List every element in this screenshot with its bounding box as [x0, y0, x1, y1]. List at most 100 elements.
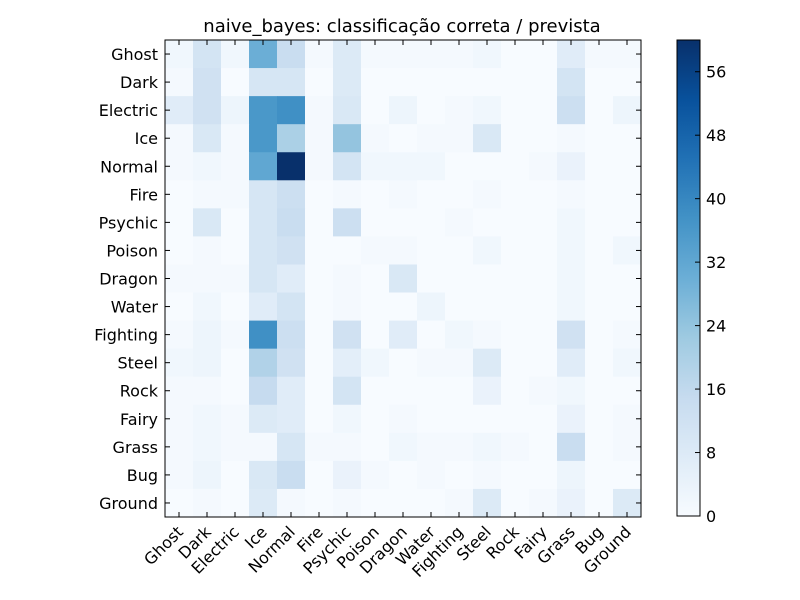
cell-ice-electric: [221, 124, 250, 153]
cell-dark-dark: [193, 68, 222, 97]
cell-fire-dragon: [389, 180, 418, 209]
cell-normal-rock: [501, 152, 530, 181]
cell-ice-normal: [277, 124, 306, 153]
cell-ice-fighting: [445, 124, 474, 153]
y-tick-label-steel: Steel: [117, 354, 158, 373]
cell-electric-dragon: [389, 96, 418, 125]
cell-dark-water: [417, 68, 446, 97]
cell-dark-poison: [361, 68, 390, 97]
colorbar-tick-label-32: 32: [706, 253, 726, 272]
heatmap-cells: [165, 40, 642, 518]
cell-grass-water: [417, 432, 446, 462]
cell-bug-normal: [277, 460, 306, 490]
cell-steel-fire: [305, 348, 334, 378]
cell-dark-fairy: [529, 68, 558, 97]
cell-poison-rock: [501, 236, 530, 265]
cell-bug-bug: [585, 460, 614, 490]
cell-dragon-dragon: [389, 264, 418, 293]
cell-fire-water: [417, 180, 446, 209]
cell-electric-psychic: [333, 96, 362, 125]
cell-dark-grass: [557, 68, 586, 97]
cell-fighting-dragon: [389, 320, 418, 350]
cell-electric-fairy: [529, 96, 558, 125]
cell-fairy-bug: [585, 404, 614, 434]
cell-bug-fairy: [529, 460, 558, 490]
cell-bug-water: [417, 460, 446, 490]
cell-steel-electric: [221, 348, 250, 378]
cell-fire-normal: [277, 180, 306, 209]
y-axis-ticks: Ghost Dark Electric Ice Normal Fire Psychic Poi…: [94, 45, 641, 513]
cell-electric-electric: [221, 96, 250, 125]
colorbar-tick-label-48: 48: [706, 126, 726, 145]
colorbar-tick-label-0: 0: [706, 507, 716, 526]
cell-electric-poison: [361, 96, 390, 125]
cell-rock-normal: [277, 376, 306, 406]
cell-fire-grass: [557, 180, 586, 209]
cell-dark-normal: [277, 68, 306, 97]
cell-psychic-bug: [585, 208, 614, 237]
y-tick-label-dark: Dark: [120, 73, 159, 92]
cell-electric-fire: [305, 96, 334, 125]
cell-steel-fairy: [529, 348, 558, 378]
cell-fighting-bug: [585, 320, 614, 350]
cell-bug-grass: [557, 460, 586, 490]
cell-fairy-poison: [361, 404, 390, 434]
cell-psychic-normal: [277, 208, 306, 237]
cell-poison-fairy: [529, 236, 558, 265]
cell-fighting-fairy: [529, 320, 558, 350]
cell-steel-water: [417, 348, 446, 378]
cell-psychic-electric: [221, 208, 250, 237]
cell-steel-steel: [473, 348, 502, 378]
cell-dark-dragon: [389, 68, 418, 97]
cell-grass-poison: [361, 432, 390, 462]
cell-rock-electric: [221, 376, 250, 406]
cell-electric-fighting: [445, 96, 474, 125]
y-tick-label-electric: Electric: [99, 101, 158, 120]
cell-steel-fighting: [445, 348, 474, 378]
cell-rock-steel: [473, 376, 502, 406]
cell-rock-psychic: [333, 376, 362, 406]
cell-fire-fire: [305, 180, 334, 209]
cell-normal-steel: [473, 152, 502, 181]
cell-fighting-fighting: [445, 320, 474, 350]
cell-steel-bug: [585, 348, 614, 378]
cell-fairy-normal: [277, 404, 306, 434]
cell-ice-grass: [557, 124, 586, 153]
cell-fire-dark: [193, 180, 222, 209]
cell-water-fighting: [445, 292, 474, 321]
cell-water-psychic: [333, 292, 362, 321]
cell-water-electric: [221, 292, 250, 321]
y-tick-label-fighting: Fighting: [94, 326, 158, 345]
cell-water-rock: [501, 292, 530, 321]
cell-water-dragon: [389, 292, 418, 321]
cell-fairy-steel: [473, 404, 502, 434]
cell-psychic-fire: [305, 208, 334, 237]
cell-fairy-rock: [501, 404, 530, 434]
cell-fighting-normal: [277, 320, 306, 350]
cell-ice-steel: [473, 124, 502, 153]
cell-fighting-dark: [193, 320, 222, 350]
cell-fire-steel: [473, 180, 502, 209]
cell-poison-dark: [193, 236, 222, 265]
cell-electric-bug: [585, 96, 614, 125]
cell-grass-fire: [305, 432, 334, 462]
cell-poison-water: [417, 236, 446, 265]
colorbar-tick-label-24: 24: [706, 317, 726, 336]
cell-normal-fighting: [445, 152, 474, 181]
y-tick-label-water: Water: [111, 298, 159, 317]
cell-fire-bug: [585, 180, 614, 209]
cell-ice-psychic: [333, 124, 362, 153]
cell-grass-dragon: [389, 432, 418, 462]
cell-fighting-psychic: [333, 320, 362, 350]
cell-normal-psychic: [333, 152, 362, 181]
y-tick-label-bug: Bug: [127, 466, 158, 485]
cell-ice-poison: [361, 124, 390, 153]
cell-psychic-grass: [557, 208, 586, 237]
cell-psychic-steel: [473, 208, 502, 237]
cell-ice-fire: [305, 124, 334, 153]
cell-bug-dragon: [389, 460, 418, 490]
cell-electric-grass: [557, 96, 586, 125]
cell-bug-electric: [221, 460, 250, 490]
y-tick-label-rock: Rock: [120, 382, 159, 401]
cell-fire-poison: [361, 180, 390, 209]
